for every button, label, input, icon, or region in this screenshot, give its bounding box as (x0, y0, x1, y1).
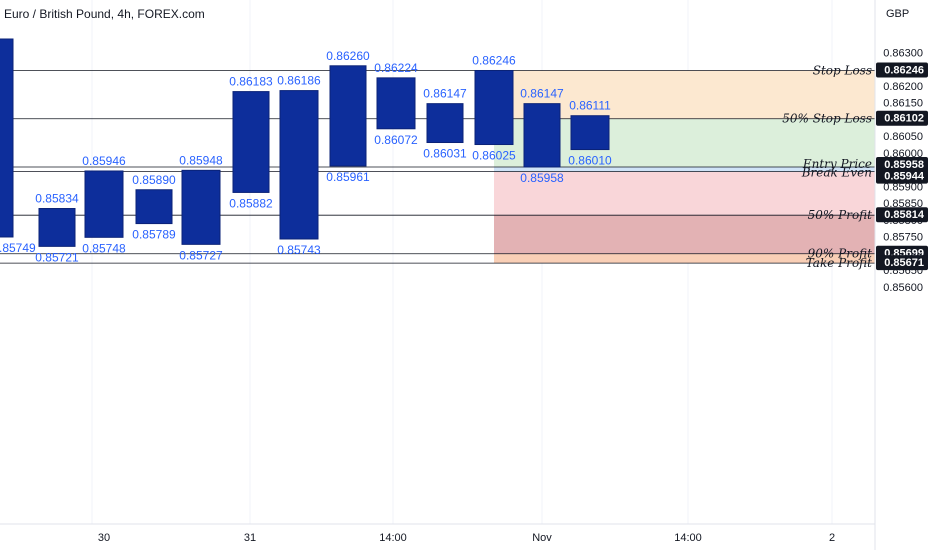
candle-body (570, 115, 610, 151)
level-price-box (876, 207, 928, 223)
candle-body (84, 170, 124, 238)
candle-low-label: 0.85721 (35, 250, 79, 264)
candle-high-label: 0.86147 (520, 87, 564, 101)
candle-body (426, 103, 464, 144)
time-tick-label: 30 (98, 532, 110, 544)
level-price-box (876, 255, 928, 271)
candle-body (329, 65, 367, 167)
candle-body (232, 91, 270, 193)
candle-high-label: 0.86224 (374, 61, 418, 75)
zone-entry_band (494, 166, 875, 172)
candle-body (376, 77, 416, 130)
candle-high-label: 0.86111 (569, 99, 611, 113)
level-name-label: 50% Stop Loss (782, 112, 872, 126)
zone-target_zone (494, 253, 875, 264)
level-price-box (876, 62, 928, 78)
candle-body (38, 208, 76, 247)
candle-high-label: 0.86186 (277, 74, 321, 88)
time-tick-label: 31 (244, 532, 256, 544)
currency-label: GBP (886, 8, 909, 20)
level-name-label: 90% Profit (808, 247, 873, 261)
candle-low-label: 0.85749 (0, 241, 36, 255)
level-price-label: 0.85944 (884, 171, 925, 183)
candle-low-label: 0.86010 (568, 154, 612, 168)
price-tick-label: 0.86050 (883, 131, 923, 143)
level-price-label: 0.86246 (884, 64, 924, 76)
candle-high-label: 0.85890 (132, 173, 176, 187)
candle-value-labels: 0.85749 0.85834 0.85721 0.85946 0.85748 0.858… (0, 49, 612, 265)
level-name-label: Stop Loss (813, 63, 872, 77)
candle-series (0, 38, 610, 247)
price-tick-label: 0.86150 (883, 98, 923, 110)
candle-low-label: 0.85789 (132, 228, 176, 242)
zone-deep_loss_zone (494, 215, 875, 254)
level-name-label: Break Even (801, 166, 872, 180)
candle-high-label: 0.85948 (179, 153, 223, 167)
candle-high-label: 0.85834 (35, 192, 79, 206)
level-price-box (876, 156, 928, 172)
candle-low-label: 0.85882 (229, 196, 273, 210)
candle-body (474, 69, 514, 146)
chart-title: Euro / British Pound, 4h, FOREX.com (4, 7, 205, 21)
candle-high-label: 0.86260 (326, 49, 370, 63)
candle-body (135, 189, 173, 225)
level-labels: Stop Loss 0.86246 50% Stop Loss 0.86102 Entr… (782, 62, 928, 271)
time-tick-label: 14:00 (379, 532, 407, 544)
candle-low-label: 0.85748 (82, 241, 126, 255)
candle-low-label: 0.85743 (277, 243, 321, 257)
time-tick-label: 2 (829, 532, 835, 544)
level-price-label: 0.86102 (884, 113, 924, 125)
candle-low-label: 0.86072 (374, 133, 418, 147)
candle-body (181, 169, 221, 245)
level-name-label: Entry Price (802, 157, 872, 171)
price-tick-label: 0.85900 (883, 181, 923, 193)
candle-low-label: 0.85727 (179, 248, 223, 262)
candle-high-label: 0.86147 (423, 87, 467, 101)
candle-high-label: 0.85946 (82, 154, 126, 168)
candle-low-label: 0.86025 (472, 149, 516, 163)
level-price-label: 0.85814 (884, 209, 925, 221)
candle-body (0, 38, 14, 238)
candle-low-label: 0.85961 (326, 170, 370, 184)
level-price-label: 0.85958 (884, 159, 924, 171)
time-tick-label: Nov (532, 532, 552, 544)
price-tick-label: 0.85850 (883, 198, 923, 210)
price-tick-label: 0.86300 (883, 47, 923, 59)
candle-high-label: 0.86246 (472, 53, 516, 67)
price-tick-label: 0.85600 (883, 282, 923, 294)
price-tick-label: 0.86200 (883, 81, 923, 93)
level-price-label: 0.85671 (884, 257, 924, 269)
candle-body (523, 103, 561, 168)
level-name-label: Take Profit (806, 256, 872, 270)
candle-low-label: 0.86031 (423, 147, 467, 161)
price-tick-label: 0.86000 (883, 148, 923, 160)
time-axis[interactable]: 30 31 14:00 Nov 14:00 2 (98, 532, 835, 544)
candle-low-label: 0.85958 (520, 171, 564, 185)
time-tick-label: 14:00 (674, 532, 702, 544)
level-price-box (876, 168, 928, 184)
candle-high-label: 0.86183 (229, 75, 273, 89)
candle-body (279, 90, 319, 240)
zone-loss_zone (494, 171, 875, 216)
level-price-box (876, 110, 928, 126)
level-name-label: 50% Profit (808, 208, 873, 222)
price-tick-label: 0.85750 (883, 232, 923, 244)
